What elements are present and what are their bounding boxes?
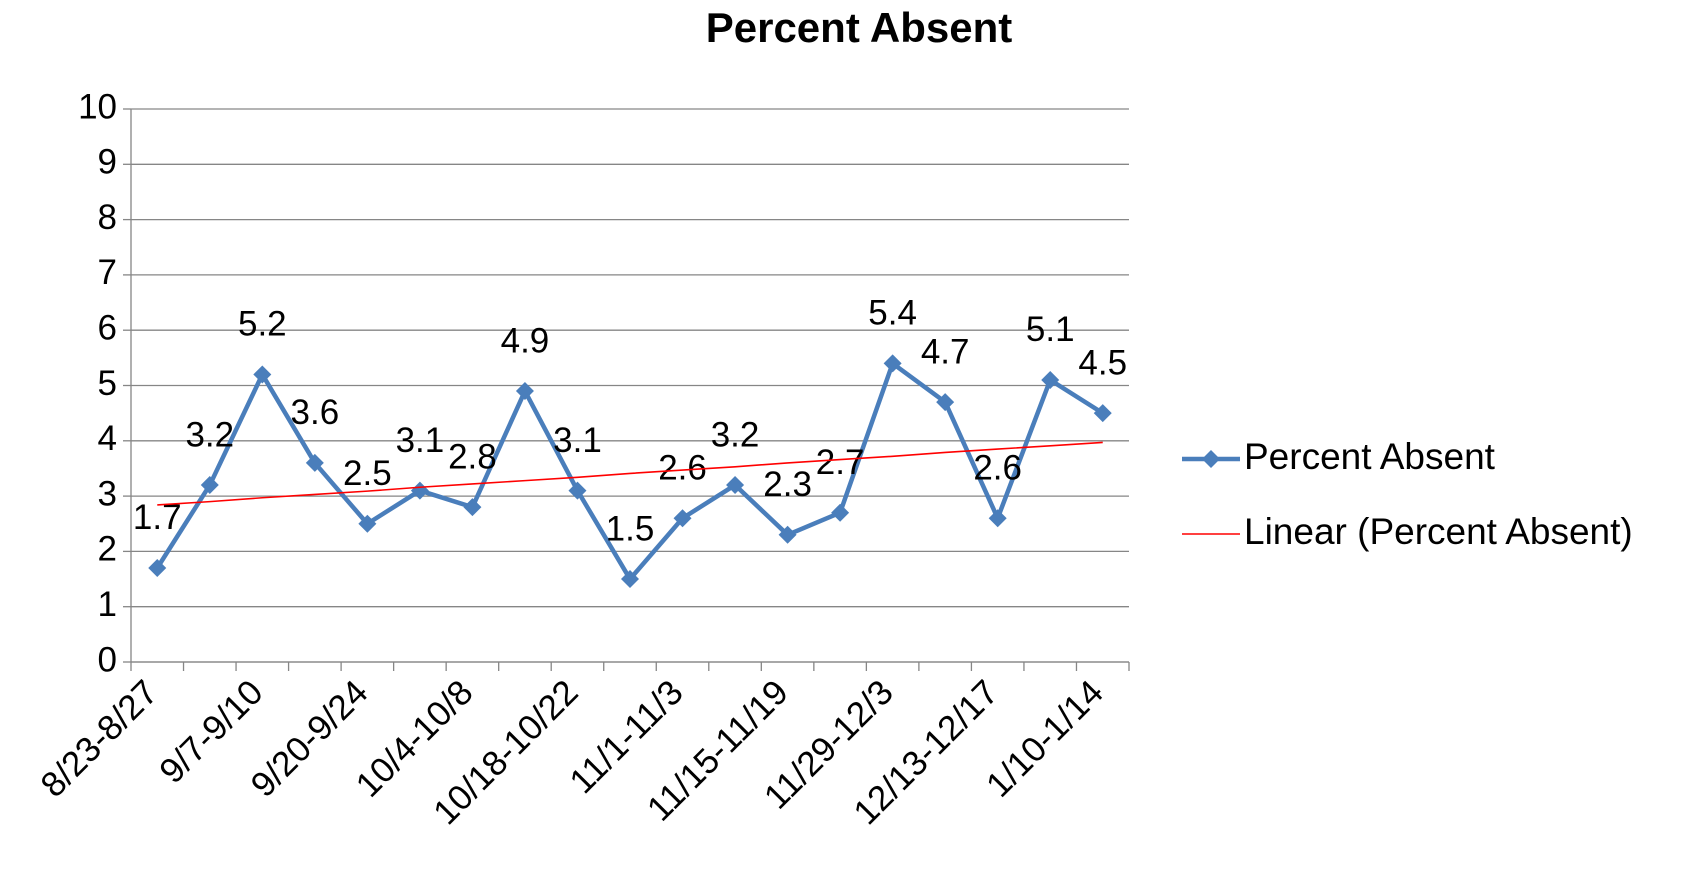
legend-label: Linear (Percent Absent) (1244, 511, 1633, 552)
data-label: 2.8 (448, 437, 497, 476)
data-point (515, 382, 534, 401)
data-label: 3.6 (291, 393, 340, 432)
data-label: 1.5 (606, 509, 655, 548)
data-point (568, 481, 587, 500)
data-label: 3.2 (711, 415, 760, 454)
y-tick-label: 7 (98, 253, 117, 292)
data-label: 2.5 (343, 454, 392, 493)
data-point (148, 558, 167, 577)
y-tick-label: 3 (98, 474, 117, 513)
data-label: 3.1 (553, 421, 602, 460)
data-point (988, 509, 1007, 528)
legend-marker (1202, 450, 1220, 468)
data-label: 2.6 (658, 448, 707, 487)
data-label: 3.2 (185, 415, 234, 454)
data-label: 5.4 (868, 294, 917, 333)
data-label: 4.9 (501, 321, 550, 360)
y-tick-label: 0 (98, 640, 117, 679)
data-point (358, 514, 377, 533)
data-point (253, 365, 272, 384)
y-tick-label: 9 (98, 143, 117, 182)
data-point (1041, 370, 1060, 389)
y-tick-label: 1 (98, 585, 117, 624)
y-tick-label: 2 (98, 530, 117, 569)
data-label: 5.2 (238, 305, 287, 344)
data-label: 2.3 (763, 465, 812, 504)
data-point (621, 570, 639, 589)
data-label: 2.7 (816, 443, 865, 482)
data-point (883, 354, 902, 373)
data-point (936, 393, 955, 412)
data-label: 4.5 (1078, 343, 1127, 382)
trend-line (157, 441, 1103, 506)
data-label: 4.7 (921, 332, 970, 371)
y-tick-label: 8 (98, 198, 117, 237)
data-point (410, 481, 429, 500)
y-tick-label: 5 (98, 364, 117, 403)
data-label: 3.1 (396, 421, 445, 460)
y-tick-label: 6 (98, 308, 117, 347)
data-point (1093, 404, 1112, 423)
data-point (200, 476, 219, 495)
y-tick-label: 4 (98, 419, 117, 458)
data-label: 2.6 (973, 448, 1022, 487)
data-point (831, 503, 850, 522)
data-label: 5.1 (1026, 310, 1075, 349)
data-point (778, 525, 797, 544)
data-point (726, 476, 745, 495)
data-point (305, 453, 324, 472)
y-tick-label: 10 (78, 87, 117, 126)
chart-title: Percent Absent (706, 4, 1013, 51)
data-point (463, 498, 482, 517)
legend-label: Percent Absent (1244, 436, 1496, 477)
data-point (673, 509, 692, 528)
